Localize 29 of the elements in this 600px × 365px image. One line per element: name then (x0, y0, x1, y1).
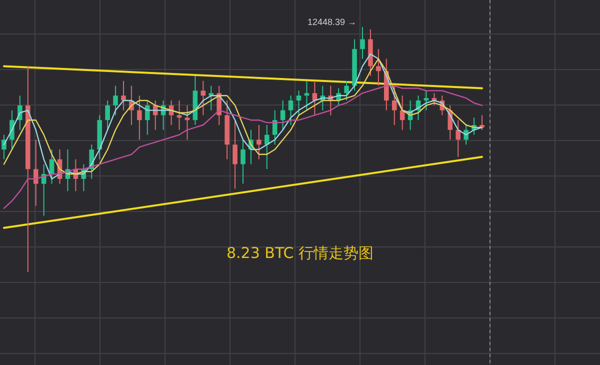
candlestick (392, 85, 397, 126)
candlestick (184, 104, 190, 140)
candlestick (176, 100, 182, 130)
candlestick (288, 95, 294, 126)
candlestick (10, 110, 14, 150)
candlestick (296, 90, 302, 116)
text: 8.23 BTC 行情走势图 (226, 244, 374, 262)
candlestick (480, 114, 484, 130)
candlestick (113, 85, 118, 116)
candlestick (208, 85, 214, 111)
candlestick (2, 134, 6, 160)
annotation: 12448.39 → (307, 17, 357, 27)
candlestick (456, 120, 461, 158)
candlestick (280, 100, 286, 130)
candlestick (232, 120, 238, 190)
candlestick (304, 80, 310, 111)
candlestick (344, 80, 349, 101)
candlestick (240, 139, 246, 184)
candlestick (200, 80, 206, 116)
candlestick (145, 100, 150, 136)
candlestick (376, 48, 381, 86)
candlestick (105, 100, 110, 130)
candlestick (256, 124, 262, 160)
candlestick (121, 80, 126, 111)
candlestick (360, 26, 365, 60)
candlestick (424, 90, 429, 111)
candlestick (272, 110, 278, 146)
candlestick (137, 95, 142, 140)
candlestick (264, 124, 270, 170)
